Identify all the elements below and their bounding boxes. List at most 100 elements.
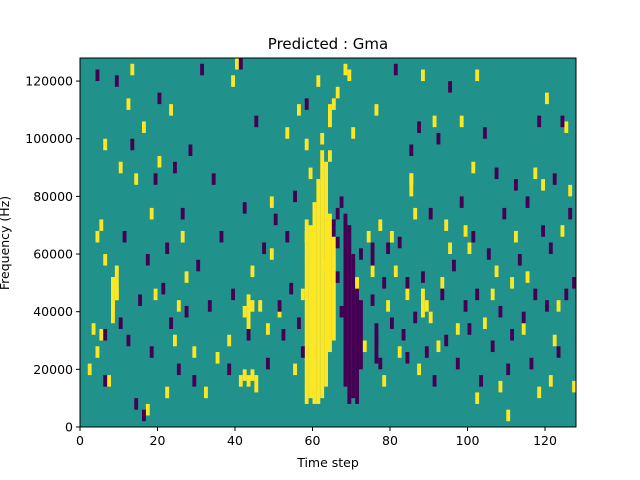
heatmap-cell — [506, 409, 511, 422]
heatmap-cell — [564, 121, 569, 133]
heatmap-cell — [238, 375, 243, 387]
heatmap-block — [424, 300, 429, 312]
heatmap-cell — [250, 300, 255, 312]
heatmap-cell — [227, 363, 232, 376]
heatmap-cell — [343, 346, 348, 358]
heatmap-cell — [207, 300, 212, 312]
heatmap-cell — [382, 277, 387, 289]
heatmap-cell — [176, 300, 181, 312]
heatmap-cell — [514, 179, 518, 191]
heatmap-cell — [235, 58, 239, 70]
heatmap-cell — [114, 75, 119, 87]
heatmap-block — [308, 225, 313, 399]
heatmap-cell — [95, 69, 100, 82]
heatmap-cell — [118, 317, 123, 329]
heatmap-cell — [91, 323, 96, 335]
heatmap-block — [351, 254, 356, 399]
heatmap-cell — [111, 300, 115, 312]
plot-area — [80, 58, 576, 427]
y-tick-label: 20000 — [33, 362, 73, 377]
heatmap-cell — [444, 219, 449, 231]
heatmap-cell — [331, 98, 336, 110]
heatmap-cells — [87, 58, 576, 422]
heatmap-cell — [459, 115, 464, 128]
heatmap-cell — [107, 375, 111, 387]
heatmap-cell — [417, 121, 421, 133]
y-tick-label: 0 — [65, 420, 73, 435]
heatmap-block — [328, 104, 332, 128]
heatmap-cell — [510, 277, 514, 289]
heatmap-cell — [568, 207, 573, 220]
heatmap-cell — [452, 259, 456, 272]
heatmap-cell — [362, 340, 367, 353]
y-tick-label: 120000 — [25, 74, 73, 89]
heatmap-cell — [343, 63, 348, 76]
heatmap-cell — [405, 352, 410, 364]
heatmap-cell — [289, 282, 294, 295]
heatmap-cell — [417, 363, 421, 376]
heatmap-cell — [95, 346, 100, 358]
heatmap-cell — [541, 179, 545, 191]
x-tick-label: 60 — [305, 433, 321, 448]
heatmap-cell — [467, 323, 472, 335]
heatmap-cell — [436, 132, 441, 145]
heatmap-cell — [231, 75, 235, 87]
heatmap-cell — [502, 207, 507, 220]
heatmap-cell — [111, 277, 115, 289]
heatmap-cell — [537, 115, 542, 128]
heatmap-cell — [545, 92, 549, 105]
heatmap-cell — [475, 392, 480, 404]
heatmap-cell — [521, 323, 526, 335]
heatmap-cell — [142, 409, 146, 422]
heatmap-cell — [114, 288, 119, 301]
heatmap-cell — [548, 375, 553, 387]
heatmap-cell — [262, 242, 266, 255]
heatmap-cell — [258, 300, 263, 312]
heatmap-cell — [525, 271, 530, 283]
heatmap-block — [335, 207, 340, 220]
heatmap-cell — [455, 323, 460, 335]
heatmap-cell — [374, 334, 379, 347]
heatmap-cell — [138, 294, 142, 306]
heatmap-cell — [440, 277, 445, 289]
heatmap-cell — [269, 248, 274, 260]
x-tick-label: 80 — [382, 433, 398, 448]
heatmap-cell — [285, 127, 290, 139]
heatmap-cell — [103, 254, 108, 266]
heatmap-cell — [335, 236, 340, 249]
heatmap-cell — [153, 173, 158, 185]
heatmap-cell — [339, 305, 344, 318]
heatmap-cell — [506, 363, 511, 376]
heatmap-block — [347, 225, 352, 404]
heatmap-cell — [157, 92, 162, 105]
heatmap-cell — [227, 334, 232, 347]
heatmap-cell — [335, 271, 340, 283]
heatmap-cell — [471, 230, 476, 243]
heatmap-cell — [413, 311, 418, 324]
heatmap-cell — [560, 115, 565, 128]
heatmap-cell — [324, 259, 328, 272]
heatmap-cell — [552, 173, 557, 185]
heatmap-cell — [339, 196, 344, 208]
heatmap-cell — [281, 328, 286, 341]
heatmap-cell — [459, 196, 464, 208]
x-tick-label: 0 — [76, 433, 84, 448]
heatmap-cell — [409, 173, 414, 185]
heatmap-cell — [192, 346, 197, 358]
y-axis-label: Frequency (Hz) — [0, 196, 12, 290]
heatmap-cell — [122, 230, 127, 243]
heatmap-cell — [413, 207, 418, 220]
heatmap-cell — [370, 294, 375, 306]
y-tick-label: 60000 — [33, 247, 73, 262]
heatmap-cell — [114, 265, 119, 278]
heatmap-cell — [556, 346, 561, 358]
heatmap-cell — [463, 225, 468, 237]
heatmap-cell — [130, 138, 135, 151]
heatmap-cell — [510, 328, 514, 341]
heatmap-cell — [347, 375, 352, 387]
heatmap-block — [316, 179, 321, 404]
heatmap-block — [246, 294, 251, 329]
heatmap-block — [324, 161, 328, 387]
heatmap-cell — [246, 375, 251, 387]
heatmap-cell — [475, 288, 480, 301]
